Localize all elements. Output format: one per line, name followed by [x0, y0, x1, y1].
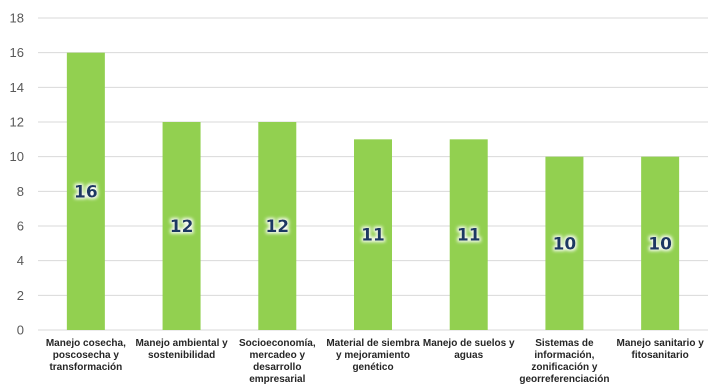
bar-value-label: 10 — [648, 234, 672, 254]
bar — [449, 139, 488, 330]
x-category-label-line: genético — [352, 362, 393, 373]
x-category-label-line: zonificación y — [531, 362, 598, 373]
x-category-label: Manejo sanitario y fitosanitario — [617, 338, 705, 361]
x-category-label-line: poscosecha y — [53, 350, 120, 361]
bar — [66, 52, 105, 331]
y-tick-label: 18 — [10, 11, 24, 26]
x-category-label-line: Manejo sanitario y — [617, 338, 705, 349]
x-category-label-line: Manejo ambiental y — [135, 338, 228, 349]
bar — [162, 122, 201, 330]
x-category-label-line: Material de siembra — [326, 338, 420, 349]
y-tick-label: 10 — [10, 149, 24, 164]
bar-value-label: 10 — [553, 234, 577, 254]
x-category-label-line: Manejo cosecha, — [46, 338, 126, 349]
x-category-label-line: desarrollo — [253, 362, 301, 373]
x-category-label: Socioeconomía, mercadeo y desarrollo empres… — [239, 338, 316, 385]
x-category-label: Manejo de suelos y aguas — [423, 338, 515, 361]
bar — [354, 139, 392, 330]
y-tick-label: 6 — [17, 219, 24, 234]
y-axis-ticks: 0 2 4 6 8 10 12 14 16 18 — [10, 11, 24, 338]
x-category-label-line: información, — [534, 350, 594, 361]
x-category-label: Sistemas de información, zonificación y geo… — [519, 338, 609, 385]
x-category-label-line: georreferenciación — [519, 374, 609, 385]
x-category-label: Manejo ambiental y sostenibilidad — [135, 338, 228, 361]
x-category-label: Manejo cosecha, poscosecha y transformació… — [46, 338, 126, 373]
x-category-label-line: y mejoramiento — [336, 350, 410, 361]
y-tick-label: 14 — [10, 80, 24, 95]
bars: 16 12 12 11 11 10 10 — [66, 52, 680, 331]
y-tick-label: 4 — [17, 253, 24, 268]
bar-value-label: 12 — [170, 217, 194, 237]
x-category-label-line: Sistemas de — [535, 338, 594, 349]
x-category-label: Material de siembra y mejoramiento genétic… — [326, 338, 420, 373]
x-category-label-line: mercadeo y — [249, 350, 305, 361]
y-tick-label: 2 — [17, 288, 24, 303]
x-category-label-line: empresarial — [249, 374, 305, 385]
y-tick-label: 12 — [10, 115, 24, 130]
x-axis-labels: Manejo cosecha, poscosecha y transformació… — [46, 338, 704, 385]
x-category-label-line: Manejo de suelos y — [423, 338, 515, 349]
x-category-label-line: Socioeconomía, — [239, 338, 316, 349]
bar-value-label: 11 — [361, 226, 385, 246]
y-tick-label: 8 — [17, 184, 24, 199]
y-tick-label: 16 — [10, 45, 24, 60]
bar — [545, 156, 584, 330]
bar — [258, 122, 297, 330]
bar-value-label: 11 — [457, 226, 481, 246]
y-tick-label: 0 — [17, 323, 24, 338]
bar-value-label: 12 — [265, 217, 289, 237]
bar-value-label: 16 — [74, 182, 98, 202]
x-category-label-line: sostenibilidad — [148, 350, 215, 361]
x-category-label-line: fitosanitario — [632, 350, 689, 361]
bar — [641, 156, 680, 330]
x-category-label-line: transformación — [49, 362, 122, 373]
x-category-label-line: aguas — [454, 350, 483, 361]
